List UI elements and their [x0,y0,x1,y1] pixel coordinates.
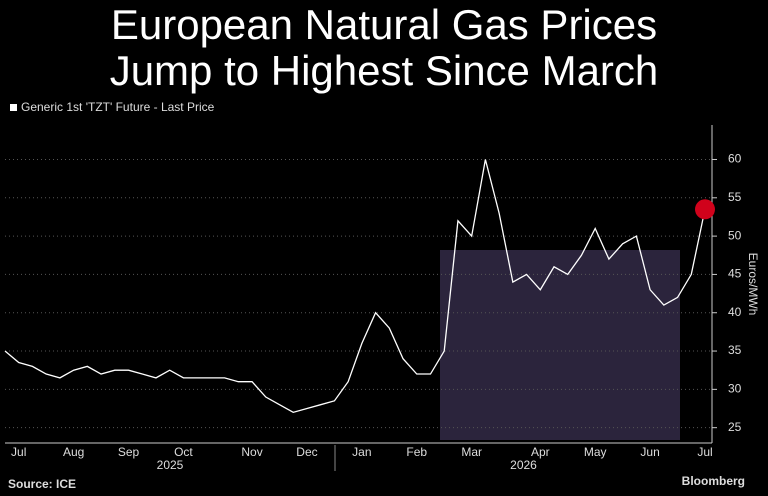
year-label: 2025 [157,458,184,472]
last-price-marker [695,199,715,220]
price-line [4,159,706,414]
brand: Bloomberg [682,474,745,488]
x-tick-label: Feb [406,445,427,459]
year-label: 2026 [510,458,537,472]
image-overlay [440,250,680,440]
y-tick-label: 45 [728,267,742,281]
x-tick-label: Jun [640,445,659,459]
x-tick-label: Jul [11,445,26,459]
y-axis-label: Euros/MWh [746,253,760,316]
x-tick-label: Jul [697,445,712,459]
chart-title: European Natural Gas Prices Jump to High… [109,1,659,94]
x-tick-label: Nov [241,445,262,459]
x-tick-label: Aug [63,445,84,459]
x-tick-label: Jan [352,445,371,459]
y-tick-label: 35 [728,343,742,357]
y-tick-label: 60 [728,152,742,166]
x-tick-label: May [584,445,607,459]
y-tick-label: 50 [728,228,742,242]
legend-swatch [10,104,17,111]
y-tick-label: 40 [728,305,742,319]
y-tick-label: 55 [728,190,742,204]
x-tick-label: Oct [174,445,193,459]
y-tick-label: 30 [728,382,742,396]
y-tick-label: 25 [728,420,742,434]
x-tick-label: Mar [461,445,482,459]
x-tick-label: Apr [531,445,550,459]
x-tick-label: Sep [118,445,140,459]
legend-label: Generic 1st 'TZT' Future - Last Price [21,100,215,114]
x-tick-label: Dec [296,445,317,459]
source: Source: ICE [8,477,76,491]
